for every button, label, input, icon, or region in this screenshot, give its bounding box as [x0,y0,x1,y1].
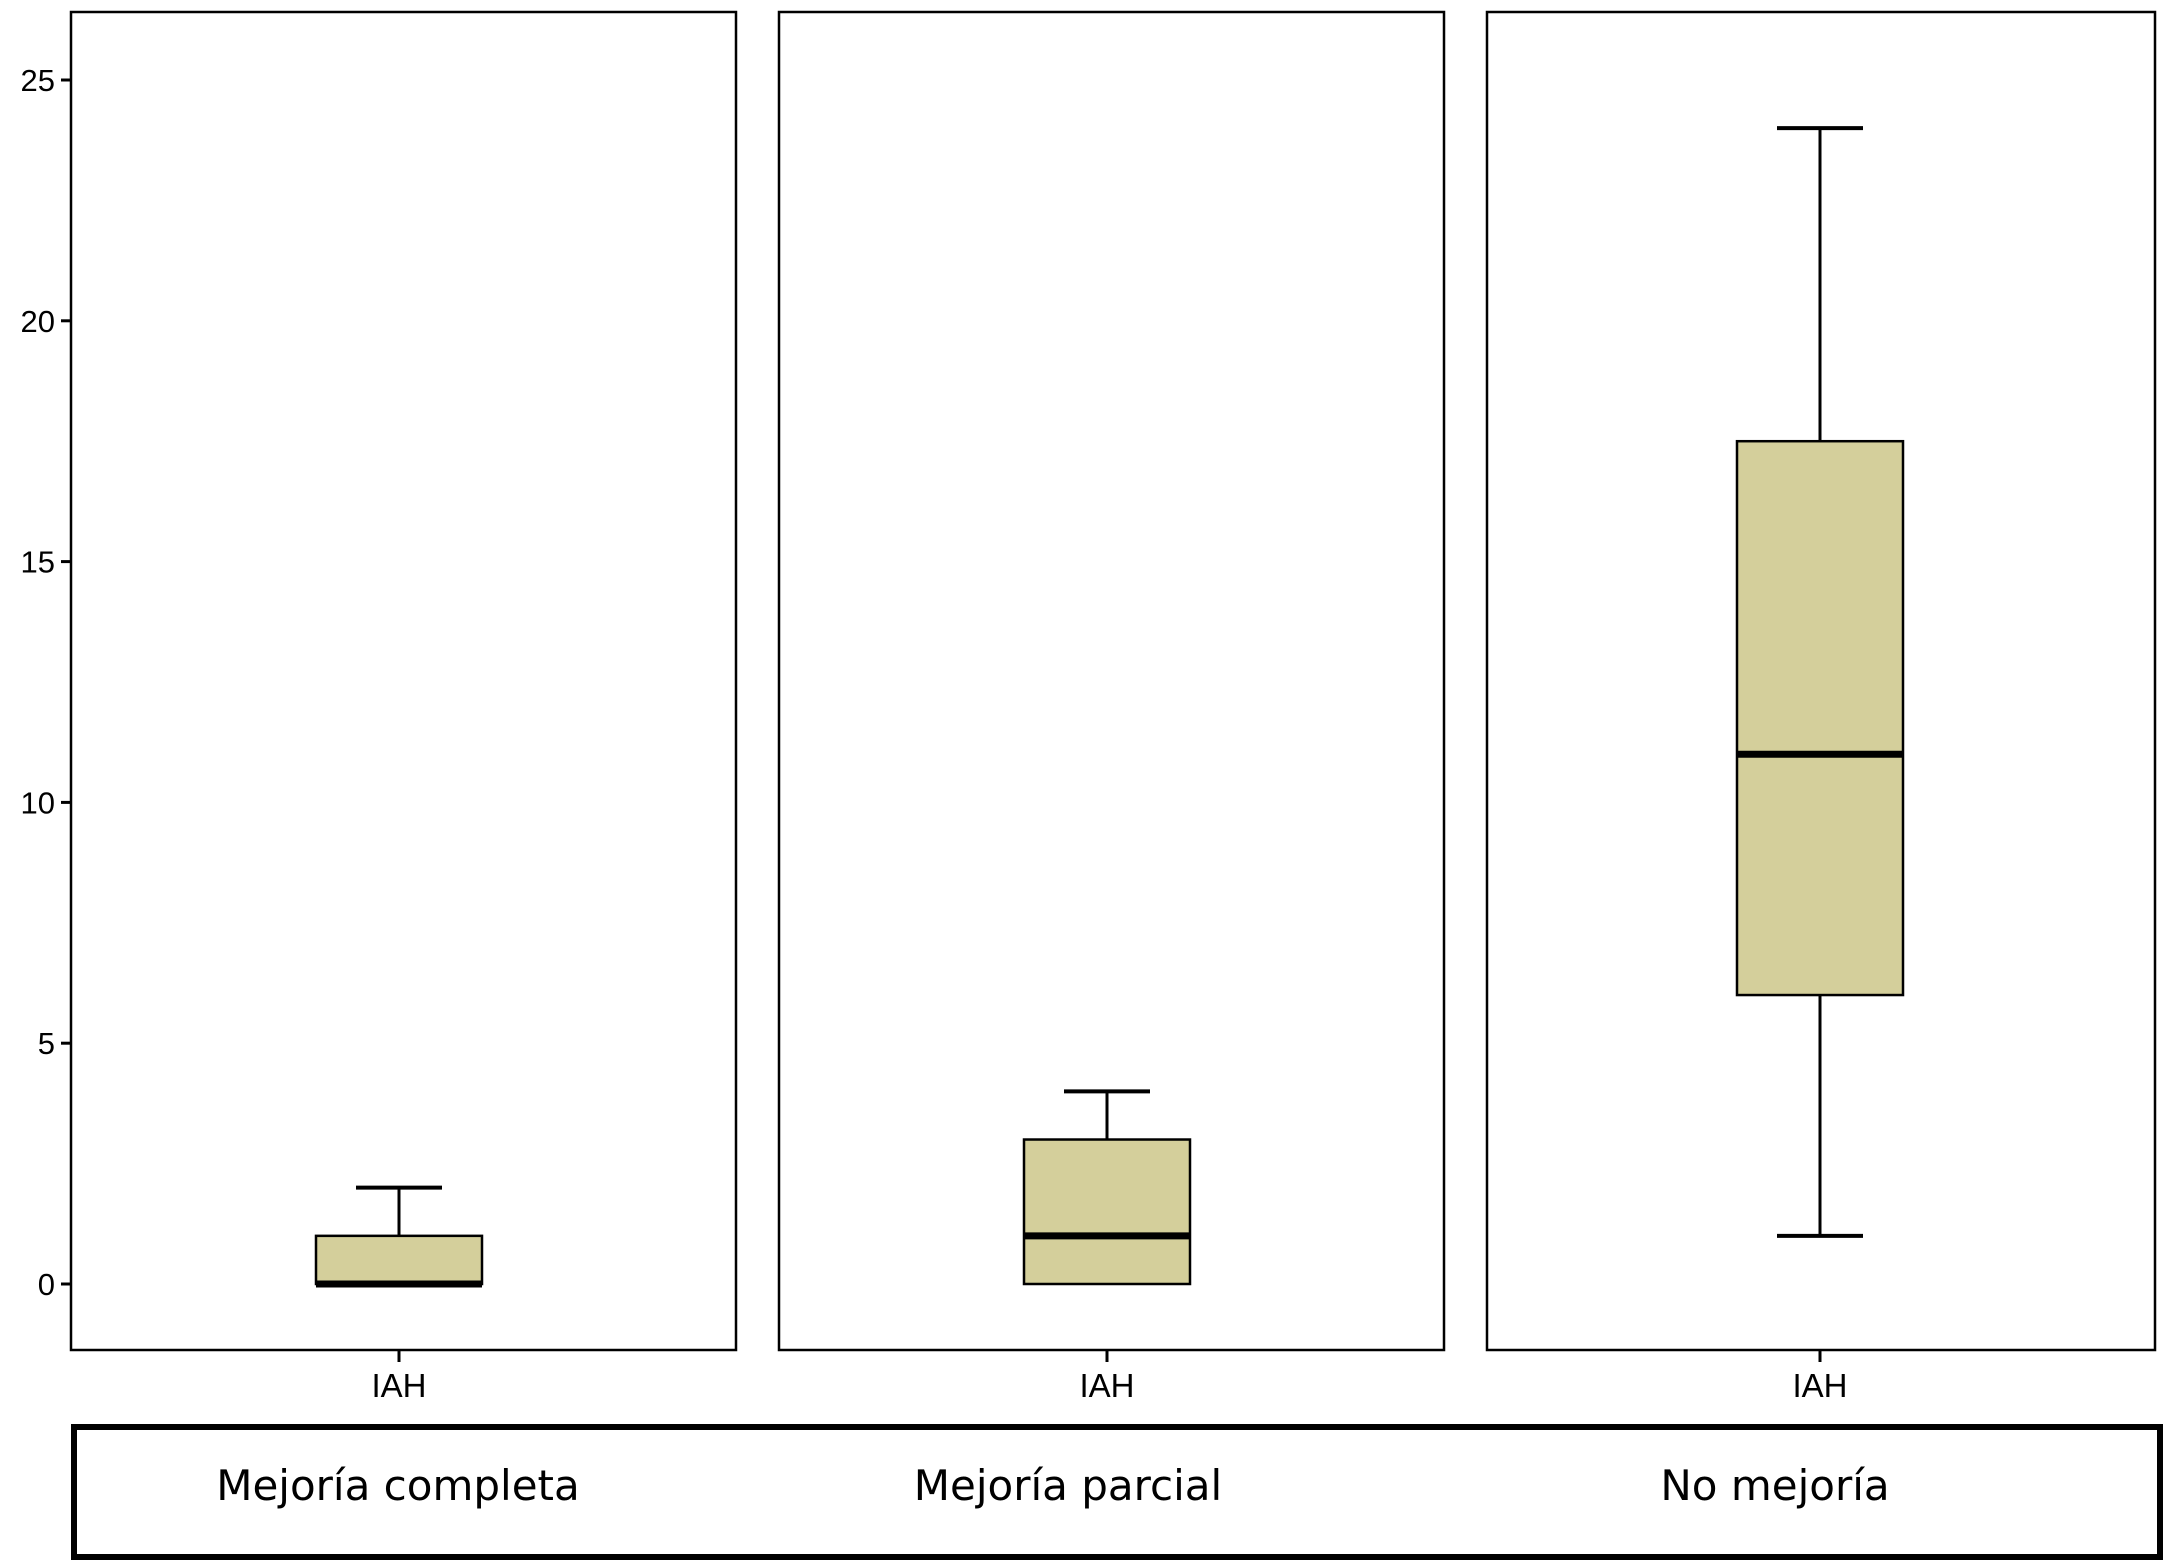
category-label: IAH [1079,1367,1134,1404]
y-tick-label: 5 [38,1026,55,1061]
y-tick-label: 15 [21,545,55,580]
iqr-box [314,1234,484,1286]
group-label: Mejoría parcial [914,1461,1222,1510]
y-tick-label: 20 [21,304,55,339]
y-tick-label: 0 [38,1267,55,1302]
category-label: IAH [371,1367,426,1404]
group-label: Mejoría completa [216,1461,580,1510]
y-tick-label: 10 [21,785,55,820]
group-label: No mejoría [1660,1461,1889,1510]
y-tick-label: 25 [21,63,55,98]
panel-frame [69,10,738,1352]
group-label-box [71,1424,2163,1560]
panel-frame [777,10,1446,1352]
category-label: IAH [1792,1367,1847,1404]
iqr-box [1022,1138,1192,1286]
iqr-box [1735,439,1905,997]
